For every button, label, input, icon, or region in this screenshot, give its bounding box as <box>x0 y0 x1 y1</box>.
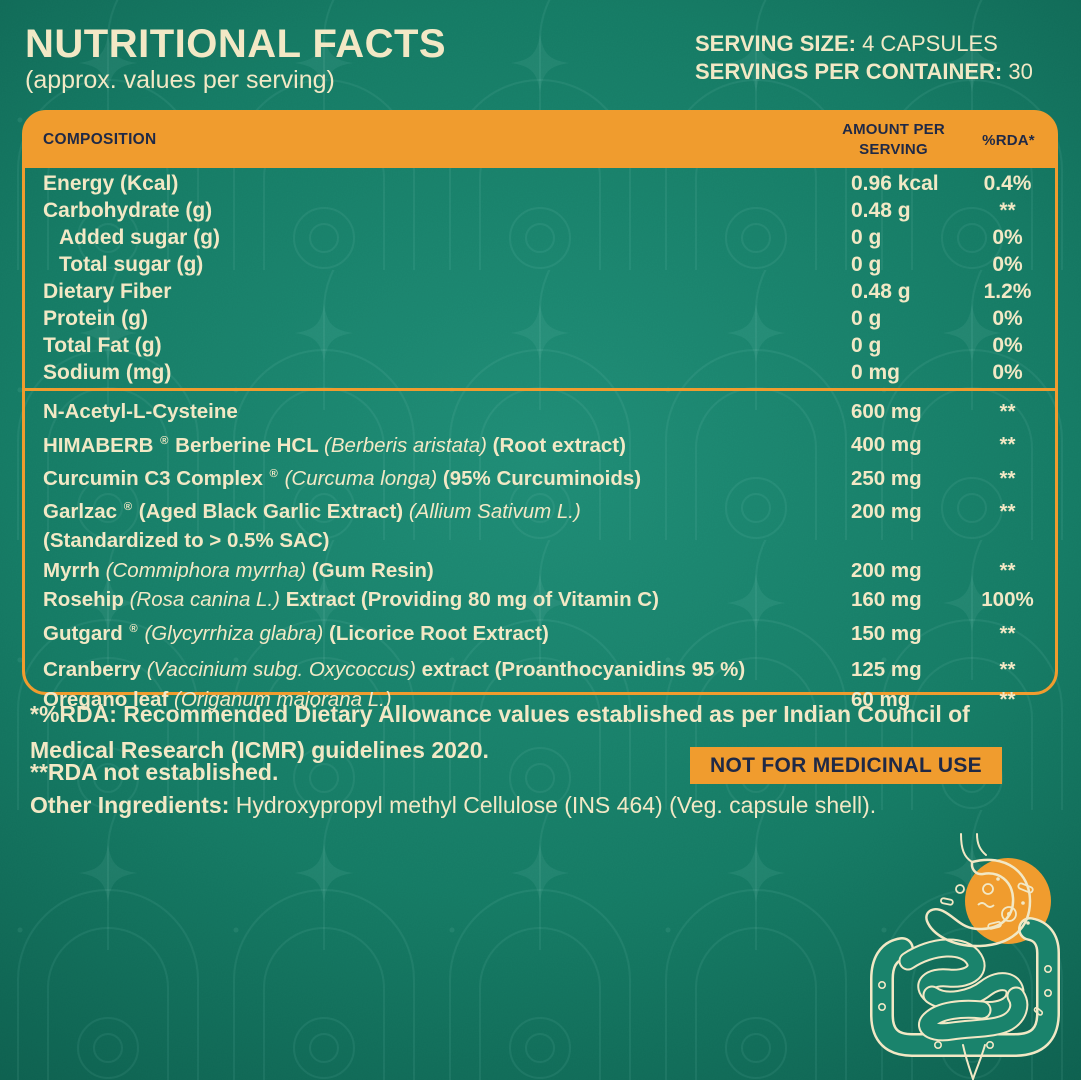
row-composition: (Standardized to > 0.5% SAC) <box>43 529 330 553</box>
row-composition: Curcumin C3 Complex ® (Curcuma longa) (9… <box>43 466 642 490</box>
row-composition: Gutgard ® (Glycyrrhiza glabra) (Licorice… <box>43 621 549 645</box>
column-rda: %RDA* <box>982 131 1035 149</box>
table-row: Dietary Fiber 0.48 g 1.2% <box>25 278 1055 305</box>
table-row: Energy (Kcal) 0.96 kcal 0.4% <box>25 170 1055 197</box>
row-amount: 0 g <box>851 307 882 330</box>
row-rda: ** <box>999 621 1016 645</box>
row-composition: Garlzac ® (Aged Black Garlic Extract) (A… <box>43 499 581 523</box>
row-composition: N-Acetyl-L-Cysteine <box>43 400 238 423</box>
table-row: HIMABERB ® Berberine HCL (Berberis arist… <box>25 427 1055 460</box>
table-row: (Standardized to > 0.5% SAC) <box>25 526 1055 556</box>
row-composition: Total Fat (g) <box>43 334 162 357</box>
servings-per-container-label: SERVINGS PER CONTAINER: <box>695 59 1003 84</box>
macro-nutrients-section: Energy (Kcal) 0.96 kcal 0.4% Carbohydrate (… <box>25 167 1055 388</box>
page-subtitle: (approx. values per serving) <box>25 66 335 94</box>
table-row: Gutgard ® (Glycyrrhiza glabra) (Licorice… <box>25 615 1055 648</box>
row-rda: 100% <box>981 588 1034 612</box>
row-rda: 1.2% <box>983 280 1032 303</box>
other-ingredients-line: Other Ingredients: Hydroxypropyl methyl … <box>30 792 876 819</box>
title-block: NUTRITIONAL FACTS (approx. values per se… <box>25 22 446 94</box>
serving-size-label: SERVING SIZE: <box>695 31 856 56</box>
table-row: N-Acetyl-L-Cysteine 600 mg ** <box>25 397 1055 427</box>
row-rda: ** <box>999 400 1016 423</box>
table-row: Total Fat (g) 0 g 0% <box>25 332 1055 359</box>
row-rda: 0% <box>992 334 1023 357</box>
other-ingredients-value: Hydroxypropyl methyl Cellulose (INS 464)… <box>229 792 877 818</box>
table-row: Myrrh (Commiphora myrrha) (Gum Resin) 200… <box>25 556 1055 586</box>
row-composition: Myrrh (Commiphora myrrha) (Gum Resin) <box>43 558 434 582</box>
table-row: Rosehip (Rosa canina L.) Extract (Provid… <box>25 585 1055 615</box>
row-rda: 0% <box>992 226 1023 249</box>
row-amount: 60 mg <box>851 687 911 711</box>
table-row: Cranberry (Vaccinium subg. Oxycoccus) ex… <box>25 655 1055 685</box>
table-header: COMPOSITION AMOUNT PER SERVING %RDA* <box>24 112 1056 168</box>
row-composition: HIMABERB ® Berberine HCL (Berberis arist… <box>43 433 626 457</box>
table-row: Sodium (mg) 0 mg 0% <box>25 359 1055 386</box>
nutrition-table: COMPOSITION AMOUNT PER SERVING %RDA* Ene… <box>22 110 1058 711</box>
row-amount: 250 mg <box>851 466 922 490</box>
table-row: Protein (g) 0 g 0% <box>25 305 1055 332</box>
row-rda: 0% <box>992 361 1023 384</box>
row-amount: 0.96 kcal <box>851 172 939 195</box>
row-amount: 600 mg <box>851 400 922 423</box>
row-composition: Rosehip (Rosa canina L.) Extract (Provid… <box>43 588 659 612</box>
row-rda: ** <box>999 199 1016 222</box>
other-ingredients-label: Other Ingredients: <box>30 792 230 818</box>
row-rda: ** <box>999 687 1016 711</box>
row-amount: 0 g <box>851 226 882 249</box>
row-rda: 0% <box>992 253 1023 276</box>
rda-footnote-line1: *%RDA: Recommended Dietary Allowance val… <box>30 701 970 727</box>
row-amount: 0 mg <box>851 361 901 384</box>
rda-footnote-line2: Medical Research (ICMR) guidelines 2020. <box>30 737 489 763</box>
row-composition: Oregano leaf (Origanum majorana L.) <box>43 687 392 711</box>
row-composition: Sodium (mg) <box>43 361 172 384</box>
page-title: NUTRITIONAL FACTS <box>25 22 447 66</box>
table-row: Added sugar (g) 0 g 0% <box>25 224 1055 251</box>
row-composition: Cranberry (Vaccinium subg. Oxycoccus) ex… <box>43 658 746 682</box>
row-amount: 0.48 g <box>851 280 911 303</box>
row-amount: 125 mg <box>851 658 922 682</box>
row-composition: Total sugar (g) <box>59 253 204 276</box>
row-amount: 0.48 g <box>851 199 911 222</box>
servings-per-container-value: 30 <box>1002 59 1033 84</box>
active-ingredients-section: N-Acetyl-L-Cysteine 600 mg ** HIMABERB ® Be… <box>25 388 1055 714</box>
column-amount-per-serving: AMOUNT PER SERVING <box>842 120 945 158</box>
row-amount: 150 mg <box>851 621 922 645</box>
row-composition: Added sugar (g) <box>59 226 220 249</box>
table-row: Oregano leaf (Origanum majorana L.) 60 mg… <box>25 685 1055 715</box>
serving-size-value: 4 CAPSULES <box>855 31 998 56</box>
not-for-medicinal-use-badge: NOT FOR MEDICINAL USE <box>690 747 1002 784</box>
row-amount: 400 mg <box>851 433 922 457</box>
table-row: Total sugar (g) 0 g 0% <box>25 251 1055 278</box>
bacteria-icons <box>940 877 1034 930</box>
column-composition: COMPOSITION <box>43 131 157 148</box>
row-composition: Protein (g) <box>43 307 148 330</box>
row-rda: ** <box>999 466 1016 490</box>
servings-per-container-line: SERVINGS PER CONTAINER: 30 <box>695 58 1033 86</box>
row-rda: ** <box>999 658 1016 682</box>
row-rda: 0% <box>992 307 1023 330</box>
row-rda: ** <box>999 433 1016 457</box>
row-rda: ** <box>999 558 1016 582</box>
row-amount: 0 g <box>851 253 882 276</box>
row-composition: Carbohydrate (g) <box>43 199 213 222</box>
row-rda: ** <box>999 499 1016 523</box>
rda-not-established-note: **RDA not established. <box>30 759 279 785</box>
row-rda: 0.4% <box>983 172 1032 195</box>
row-amount: 160 mg <box>851 588 922 612</box>
row-amount: 0 g <box>851 334 882 357</box>
table-row: Garlzac ® (Aged Black Garlic Extract) (A… <box>25 493 1055 526</box>
serving-size-line: SERVING SIZE: 4 CAPSULES <box>695 30 1033 58</box>
row-amount: 200 mg <box>851 499 922 523</box>
serving-info: SERVING SIZE: 4 CAPSULES SERVINGS PER CO… <box>695 30 1033 86</box>
table-row: Curcumin C3 Complex ® (Curcuma longa) (9… <box>25 460 1055 493</box>
table-row: Carbohydrate (g) 0.48 g ** <box>25 197 1055 224</box>
row-composition: Energy (Kcal) <box>43 172 179 195</box>
gut-probiotics-illustration-icon <box>870 833 1060 1080</box>
row-composition: Dietary Fiber <box>43 280 172 303</box>
row-amount: 200 mg <box>851 558 922 582</box>
